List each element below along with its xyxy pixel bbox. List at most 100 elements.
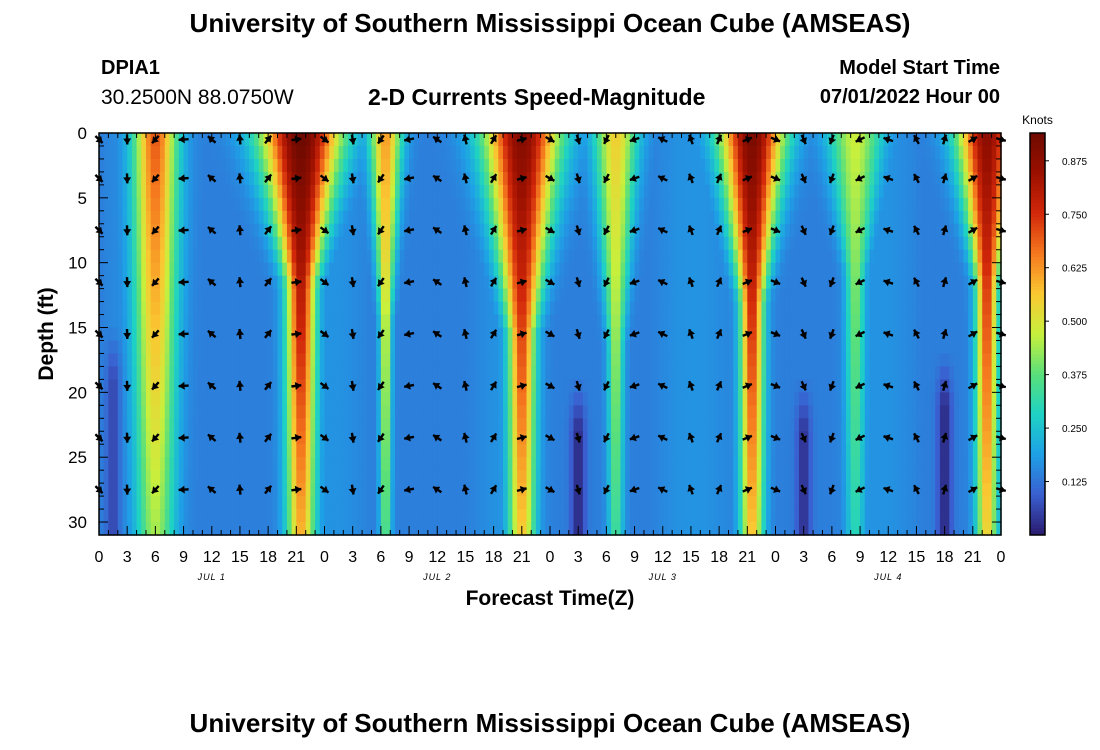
heatmap-cell <box>653 262 659 277</box>
heatmap-cell <box>611 522 617 536</box>
heatmap-cell <box>798 184 805 199</box>
heatmap-cell <box>836 223 842 238</box>
heatmap-cell <box>178 249 185 264</box>
heatmap-cell <box>620 444 626 458</box>
heatmap-cell <box>239 392 246 406</box>
heatmap-cell <box>249 158 255 173</box>
heatmap-cell <box>399 262 405 277</box>
heatmap-cell <box>672 275 678 290</box>
heatmap-cell <box>113 223 119 238</box>
heatmap-cell <box>836 301 842 316</box>
heatmap-cell <box>808 223 814 238</box>
heatmap-cell <box>601 184 607 199</box>
heatmap-cell <box>798 288 805 303</box>
heatmap-cell <box>272 288 279 303</box>
heatmap-cell <box>784 418 791 432</box>
heatmap-cell <box>324 197 330 212</box>
heatmap-cell <box>719 522 725 536</box>
heatmap-cell <box>564 288 570 303</box>
heatmap-cell <box>113 301 119 316</box>
heatmap-cell <box>474 392 481 406</box>
heatmap-cell <box>183 470 189 484</box>
heatmap-cell <box>733 366 739 380</box>
heatmap-cell <box>202 288 208 303</box>
heatmap-cell <box>620 483 626 497</box>
heatmap-cell <box>662 236 669 251</box>
heatmap-cell <box>503 444 509 458</box>
heatmap-cell <box>559 327 565 342</box>
heatmap-cell <box>418 522 424 536</box>
heatmap-cell <box>625 158 631 173</box>
heatmap-cell <box>672 171 678 186</box>
heatmap-cell <box>319 457 326 471</box>
heatmap-cell <box>761 418 767 432</box>
heatmap-cell <box>517 340 523 355</box>
heatmap-cell <box>197 470 203 484</box>
heatmap-cell <box>606 210 612 225</box>
heatmap-cell <box>380 197 387 212</box>
heatmap-cell <box>620 418 626 432</box>
heatmap-cell <box>385 444 391 458</box>
heatmap-cell <box>550 262 556 277</box>
heatmap-cell <box>836 275 842 290</box>
heatmap-cell <box>460 522 467 536</box>
heatmap-cell <box>705 431 711 445</box>
heatmap-cell <box>385 301 391 316</box>
heatmap-cell <box>423 249 429 264</box>
heatmap-cell <box>413 301 420 316</box>
heatmap-cell <box>235 457 241 471</box>
heatmap-cell <box>286 509 293 523</box>
heatmap-cell <box>244 470 250 484</box>
heatmap-cell <box>188 314 194 329</box>
heatmap-cell <box>545 236 551 251</box>
heatmap-cell <box>643 236 650 251</box>
heatmap-cell <box>108 483 114 497</box>
heatmap-cell <box>845 509 852 523</box>
heatmap-cell <box>371 327 377 342</box>
heatmap-cell <box>254 366 260 380</box>
heatmap-cell <box>347 496 354 510</box>
heatmap-cell <box>225 392 232 406</box>
heatmap-cell <box>362 431 368 445</box>
heatmap-cell <box>183 366 189 380</box>
heatmap-cell <box>747 314 753 329</box>
heatmap-cell <box>545 288 551 303</box>
heatmap-cell <box>192 133 199 147</box>
heatmap-cell <box>376 314 382 329</box>
heatmap-cell <box>230 133 236 147</box>
heatmap-cell <box>474 249 481 264</box>
heatmap-cell <box>488 314 495 329</box>
heatmap-cell <box>136 431 142 445</box>
heatmap-cell <box>169 275 175 290</box>
heatmap-cell <box>437 197 443 212</box>
heatmap-cell <box>503 249 509 264</box>
heatmap-cell <box>676 418 683 432</box>
heatmap-cell <box>174 457 180 471</box>
heatmap-cell <box>404 366 410 380</box>
heatmap-cell <box>174 288 180 303</box>
heatmap-cell <box>319 249 326 264</box>
heatmap-cell <box>578 301 584 316</box>
heatmap-cell <box>272 483 279 497</box>
heatmap-cell <box>517 470 523 484</box>
heatmap-cell <box>535 496 542 510</box>
heatmap-cell <box>737 288 744 303</box>
heatmap-cell <box>423 392 429 406</box>
heatmap-cell <box>357 171 363 186</box>
heatmap-cell <box>484 275 490 290</box>
heatmap-cell <box>333 392 340 406</box>
heatmap-cell <box>714 483 720 497</box>
heatmap-cell <box>564 145 570 160</box>
heatmap-cell <box>596 379 603 393</box>
heatmap-cell <box>592 522 598 536</box>
heatmap-cell <box>592 236 598 251</box>
heatmap-cell <box>803 366 809 380</box>
heatmap-cell <box>634 418 640 432</box>
heatmap-cell <box>333 133 340 147</box>
heatmap-cell <box>596 392 603 406</box>
heatmap-cell <box>592 288 598 303</box>
heatmap-cell <box>714 236 720 251</box>
heatmap-cell <box>648 457 654 471</box>
heatmap-cell <box>582 457 589 471</box>
heatmap-cell <box>587 301 593 316</box>
